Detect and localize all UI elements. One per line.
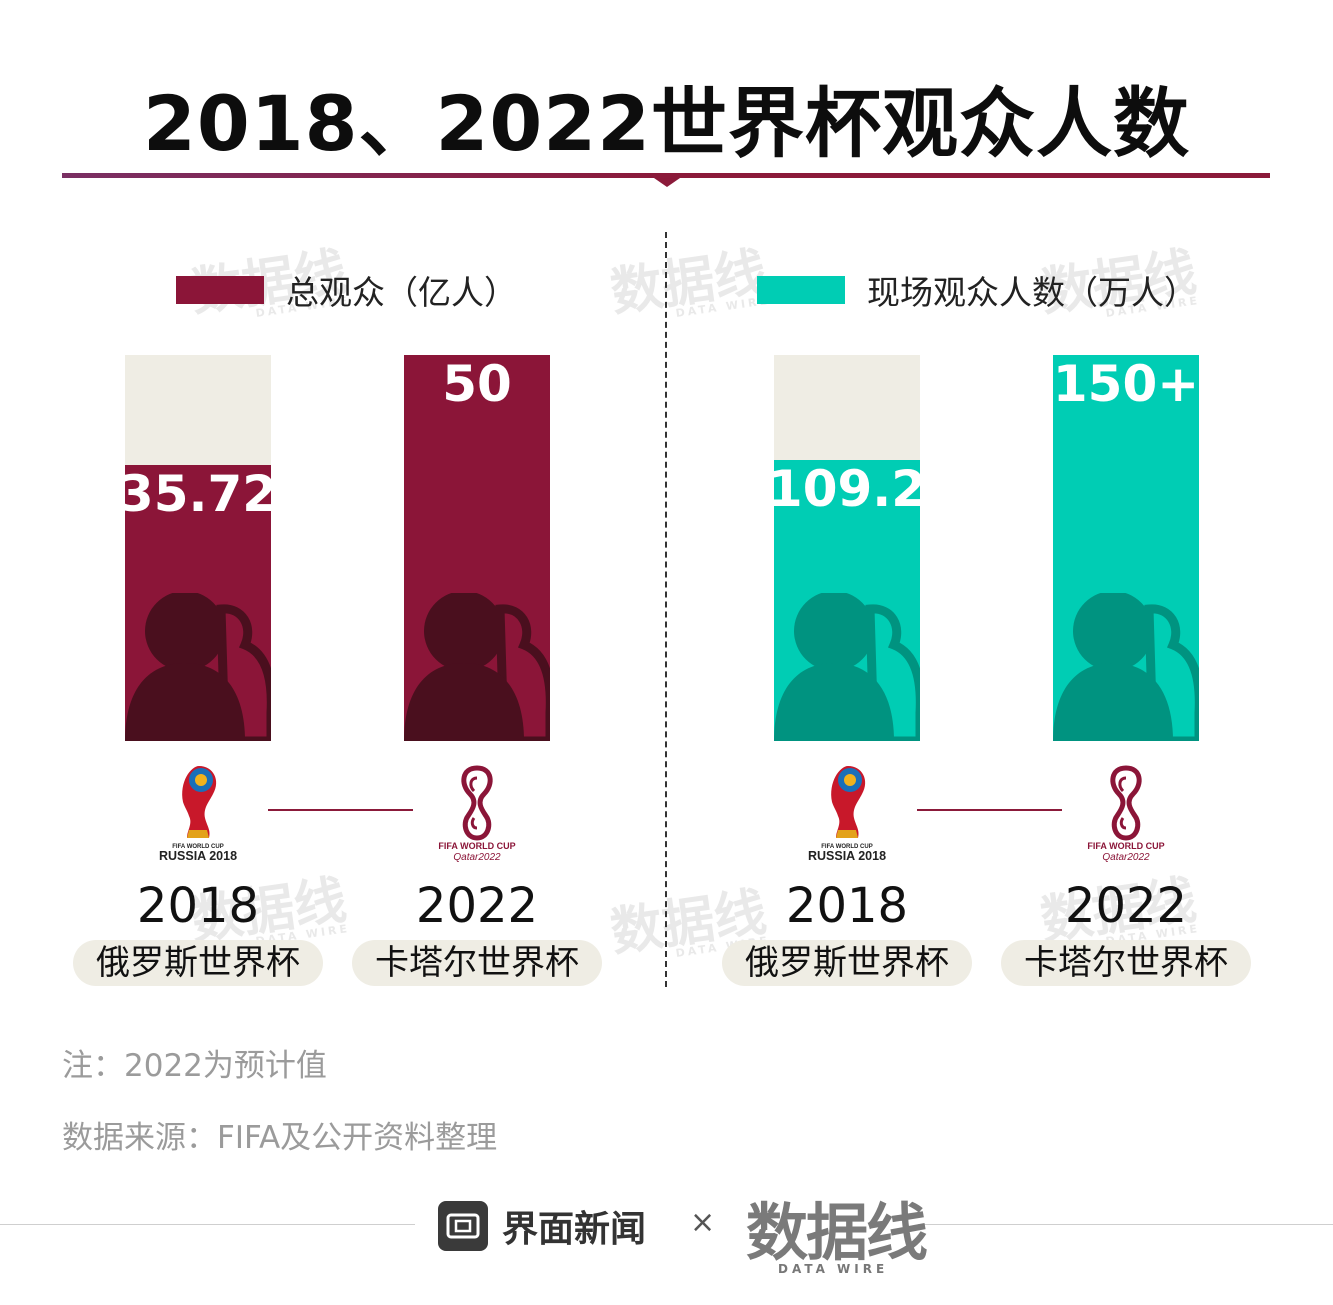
russia-logo-line2: RUSSIA 2018: [808, 849, 886, 863]
bar-attendance-2022: 150+: [1053, 355, 1199, 741]
qatar-logo-line2: Qatar2022: [1102, 852, 1150, 863]
connector-line: [917, 809, 1062, 811]
bar-total-2018: 35.72: [125, 355, 271, 741]
category-year-2022: 2022: [1064, 878, 1188, 934]
legend-total-viewers: 总观众（亿人）: [176, 270, 517, 312]
category-label-russia: 俄罗斯世界杯: [73, 940, 323, 986]
bar-value-total-2018: 35.72: [125, 465, 271, 523]
jiemian-logo-icon: [438, 1201, 488, 1251]
legend-swatch-total-viewers: [176, 276, 264, 304]
bar-value-attendance-2022: 150+: [1053, 355, 1199, 413]
footer-rule-left: [0, 1224, 415, 1225]
footer-partner-sub: DATA WIRE: [778, 1262, 889, 1276]
legend-attendance: 现场观众人数（万人）: [757, 270, 1197, 312]
russia-2018-logo: FIFA WORLD CUP RUSSIA 2018: [808, 766, 886, 863]
watermark: 数据线 DATA WIRE: [607, 242, 771, 324]
person-icon: [774, 593, 920, 741]
connector-line: [268, 809, 413, 811]
source-note: 数据来源：FIFA及公开资料整理: [62, 1120, 498, 1156]
title-underline: [62, 173, 1270, 178]
category-label-russia: 俄罗斯世界杯: [722, 940, 972, 986]
category-label-qatar: 卡塔尔世界杯: [352, 940, 602, 986]
qatar-logo-line2: Qatar2022: [453, 852, 501, 863]
category-year-2018: 2018: [785, 878, 909, 934]
russia-logo-line2: RUSSIA 2018: [159, 849, 237, 863]
panel-divider: [665, 232, 667, 987]
russia-logo-line1: FIFA WORLD CUP: [821, 844, 872, 850]
page-title: 2018、2022世界杯观众人数: [142, 79, 1191, 168]
footer-partner: 数据线: [746, 1196, 928, 1269]
category-year-2018: 2018: [136, 878, 260, 934]
bar-total-2022: 50: [404, 355, 550, 741]
person-icon: [404, 593, 550, 741]
category-year-2022: 2022: [415, 878, 539, 934]
bar-value-attendance-2018: 109.2: [774, 460, 920, 518]
person-icon: [1053, 593, 1199, 741]
russia-2018-logo: FIFA WORLD CUP RUSSIA 2018: [159, 766, 237, 863]
legend-label-total-viewers: 总观众（亿人）: [286, 273, 517, 312]
legend-swatch-attendance: [757, 276, 845, 304]
qatar-2022-logo: FIFA WORLD CUP Qatar2022: [1087, 765, 1165, 863]
person-icon: [125, 593, 271, 741]
footer-rule-right: [918, 1224, 1333, 1225]
footer-brand-name: 界面新闻: [502, 1209, 647, 1250]
footer-times: ×: [690, 1205, 716, 1240]
qatar-logo-line1: FIFA WORLD CUP: [1087, 841, 1164, 851]
footnote: 注：2022为预计值: [62, 1048, 327, 1084]
russia-logo-line1: FIFA WORLD CUP: [172, 844, 223, 850]
legend-label-attendance: 现场观众人数（万人）: [867, 273, 1197, 312]
footer-brand: 界面新闻: [438, 1200, 646, 1252]
title-underline-notch: [654, 178, 680, 187]
qatar-logo-line1: FIFA WORLD CUP: [438, 841, 515, 851]
bar-attendance-2018: 109.2: [774, 355, 920, 741]
bar-value-total-2022: 50: [442, 355, 512, 413]
qatar-2022-logo: FIFA WORLD CUP Qatar2022: [438, 765, 516, 863]
category-label-qatar: 卡塔尔世界杯: [1001, 940, 1251, 986]
